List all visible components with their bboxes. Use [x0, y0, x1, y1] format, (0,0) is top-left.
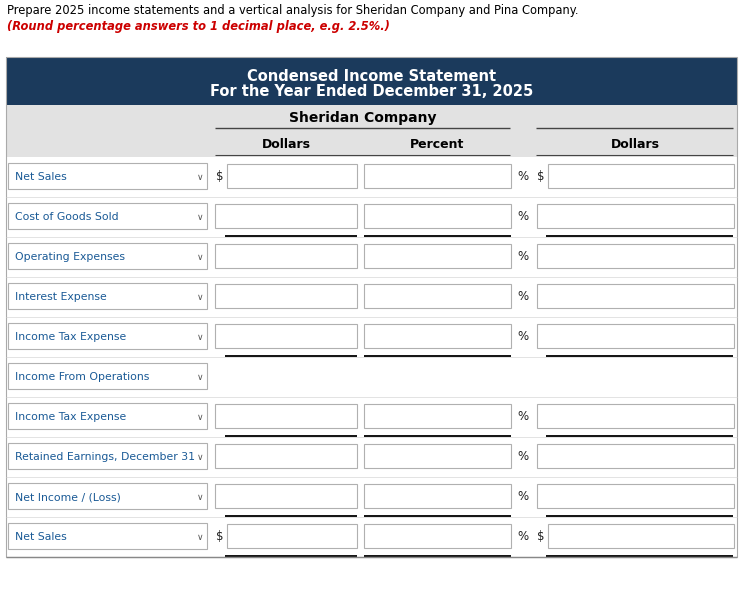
FancyBboxPatch shape [364, 484, 511, 508]
Text: %: % [517, 211, 528, 223]
Text: %: % [517, 490, 528, 504]
FancyBboxPatch shape [8, 243, 207, 269]
FancyBboxPatch shape [6, 237, 737, 277]
FancyBboxPatch shape [8, 443, 207, 469]
Text: Net Sales: Net Sales [15, 172, 67, 182]
FancyBboxPatch shape [6, 157, 737, 197]
Text: Retained Earnings, December 31: Retained Earnings, December 31 [15, 452, 195, 462]
FancyBboxPatch shape [548, 164, 734, 188]
FancyBboxPatch shape [8, 323, 207, 349]
FancyBboxPatch shape [364, 404, 511, 428]
Text: Prepare 2025 income statements and a vertical analysis for Sheridan Company and : Prepare 2025 income statements and a ver… [7, 4, 579, 17]
Text: ∨: ∨ [196, 292, 203, 301]
Text: Income Tax Expense: Income Tax Expense [15, 332, 127, 342]
Text: ∨: ∨ [196, 452, 203, 461]
FancyBboxPatch shape [215, 444, 357, 468]
Text: $: $ [537, 530, 545, 544]
FancyBboxPatch shape [6, 517, 737, 557]
FancyBboxPatch shape [364, 204, 511, 228]
Text: ∨: ∨ [196, 533, 203, 542]
FancyBboxPatch shape [8, 523, 207, 549]
Text: For the Year Ended December 31, 2025: For the Year Ended December 31, 2025 [210, 84, 533, 99]
Text: Income From Operations: Income From Operations [15, 372, 149, 382]
Text: Condensed Income Statement: Condensed Income Statement [247, 69, 496, 84]
FancyBboxPatch shape [364, 444, 511, 468]
Text: Percent: Percent [410, 138, 465, 150]
FancyBboxPatch shape [8, 403, 207, 429]
Text: ∨: ∨ [196, 332, 203, 341]
Text: ∨: ∨ [196, 492, 203, 501]
Text: Income Tax Expense: Income Tax Expense [15, 412, 127, 422]
FancyBboxPatch shape [6, 277, 737, 317]
FancyBboxPatch shape [6, 105, 737, 131]
Text: $: $ [216, 530, 223, 544]
FancyBboxPatch shape [364, 284, 511, 308]
Text: Sheridan Company: Sheridan Company [289, 111, 437, 125]
Text: ∨: ∨ [196, 252, 203, 262]
Text: $: $ [537, 170, 545, 184]
FancyBboxPatch shape [364, 244, 511, 268]
FancyBboxPatch shape [6, 477, 737, 517]
Text: Interest Expense: Interest Expense [15, 292, 107, 302]
Text: ∨: ∨ [196, 213, 203, 222]
FancyBboxPatch shape [8, 363, 207, 389]
Text: %: % [517, 170, 528, 184]
FancyBboxPatch shape [215, 244, 357, 268]
Text: %: % [517, 251, 528, 263]
Text: %: % [517, 411, 528, 423]
FancyBboxPatch shape [215, 284, 357, 308]
FancyBboxPatch shape [537, 324, 734, 348]
FancyBboxPatch shape [6, 131, 737, 157]
Text: Dollars: Dollars [611, 138, 660, 150]
FancyBboxPatch shape [215, 484, 357, 508]
FancyBboxPatch shape [227, 524, 357, 548]
FancyBboxPatch shape [6, 357, 737, 397]
Text: Operating Expenses: Operating Expenses [15, 252, 125, 262]
FancyBboxPatch shape [537, 404, 734, 428]
FancyBboxPatch shape [6, 397, 737, 437]
Text: Net Income / (Loss): Net Income / (Loss) [15, 492, 121, 502]
FancyBboxPatch shape [364, 164, 511, 188]
FancyBboxPatch shape [364, 324, 511, 348]
FancyBboxPatch shape [364, 524, 511, 548]
FancyBboxPatch shape [537, 204, 734, 228]
FancyBboxPatch shape [537, 444, 734, 468]
FancyBboxPatch shape [8, 283, 207, 309]
Text: %: % [517, 291, 528, 303]
FancyBboxPatch shape [8, 483, 207, 509]
Text: %: % [517, 330, 528, 344]
FancyBboxPatch shape [8, 203, 207, 229]
FancyBboxPatch shape [548, 524, 734, 548]
FancyBboxPatch shape [215, 404, 357, 428]
FancyBboxPatch shape [6, 437, 737, 477]
Text: Dollars: Dollars [261, 138, 311, 150]
FancyBboxPatch shape [6, 197, 737, 237]
FancyBboxPatch shape [215, 204, 357, 228]
Text: Net Sales: Net Sales [15, 532, 67, 542]
FancyBboxPatch shape [6, 317, 737, 357]
FancyBboxPatch shape [8, 163, 207, 189]
FancyBboxPatch shape [537, 484, 734, 508]
Text: (Round percentage answers to 1 decimal place, e.g. 2.5%.): (Round percentage answers to 1 decimal p… [7, 20, 390, 33]
FancyBboxPatch shape [6, 57, 737, 105]
FancyBboxPatch shape [537, 244, 734, 268]
FancyBboxPatch shape [227, 164, 357, 188]
Text: $: $ [216, 170, 223, 184]
Text: ∨: ∨ [196, 373, 203, 382]
Text: ∨: ∨ [196, 413, 203, 422]
FancyBboxPatch shape [537, 284, 734, 308]
FancyBboxPatch shape [215, 324, 357, 348]
Text: %: % [517, 530, 528, 544]
Text: ∨: ∨ [196, 173, 203, 181]
Text: Cost of Goods Sold: Cost of Goods Sold [15, 212, 118, 222]
Text: %: % [517, 451, 528, 463]
